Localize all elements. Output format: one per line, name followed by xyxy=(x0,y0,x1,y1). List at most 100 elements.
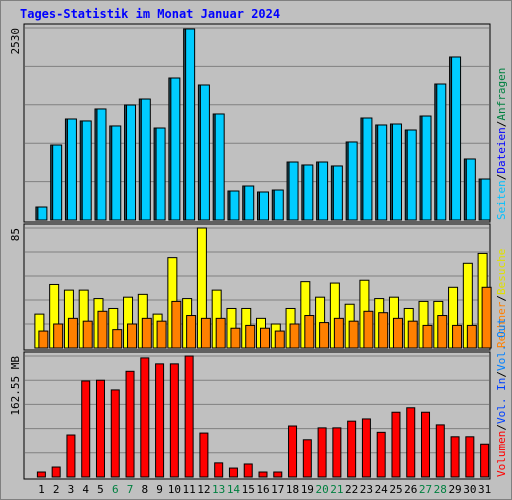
bar xyxy=(302,439,312,478)
bar xyxy=(436,83,447,221)
bar xyxy=(171,300,182,349)
bar xyxy=(215,317,226,349)
legend-separator: / xyxy=(495,424,508,431)
x-tick-label: 12 xyxy=(197,483,210,496)
bar xyxy=(347,141,358,221)
bar xyxy=(391,411,401,478)
bar xyxy=(288,161,299,221)
legend-separator: / xyxy=(495,295,508,302)
bar xyxy=(170,77,181,221)
bar xyxy=(245,324,256,349)
legend-label: Rechner xyxy=(495,301,508,348)
bar xyxy=(318,161,329,221)
bar xyxy=(480,443,490,478)
x-tick-label: 4 xyxy=(82,483,89,496)
x-tick-label: 9 xyxy=(156,483,163,496)
bar xyxy=(127,323,138,349)
bar xyxy=(332,165,343,221)
bar xyxy=(53,323,64,349)
x-tick-label: 19 xyxy=(301,483,314,496)
x-tick-label: 23 xyxy=(360,483,373,496)
bar xyxy=(421,115,432,221)
bar xyxy=(391,123,402,221)
bar xyxy=(378,312,389,349)
bar xyxy=(155,363,165,478)
bar xyxy=(362,117,373,221)
bar xyxy=(51,466,61,478)
bar xyxy=(273,189,284,221)
legend-separator: / xyxy=(495,174,508,181)
bar xyxy=(66,118,77,221)
bar xyxy=(200,317,211,349)
x-tick-label: 29 xyxy=(448,483,461,496)
legend: Seiten/Dateien/Anfragen xyxy=(495,68,508,220)
bar xyxy=(466,324,477,349)
legend: Rechner/Besuche xyxy=(495,249,508,348)
x-tick-label: 27 xyxy=(419,483,432,496)
x-tick-label: 11 xyxy=(183,483,196,496)
x-tick-label: 13 xyxy=(212,483,225,496)
x-tick-label: 24 xyxy=(375,483,389,496)
bar xyxy=(214,113,225,221)
x-tick-label: 26 xyxy=(404,483,417,496)
bar xyxy=(110,389,120,478)
bar xyxy=(52,144,63,221)
bar xyxy=(228,467,238,478)
x-tick-label: 20 xyxy=(315,483,328,496)
y-tick-label: 2530 xyxy=(9,28,22,55)
bar xyxy=(481,286,492,349)
bar xyxy=(407,320,418,349)
x-tick-label: 21 xyxy=(330,483,343,496)
bar xyxy=(125,370,135,478)
bar xyxy=(288,425,298,478)
bar xyxy=(304,315,315,349)
bar xyxy=(317,427,327,478)
bar xyxy=(36,471,46,478)
bar xyxy=(82,320,93,349)
bar xyxy=(260,327,270,349)
x-tick-label: 16 xyxy=(256,483,269,496)
bar xyxy=(169,363,179,478)
bar xyxy=(406,407,416,478)
bar xyxy=(112,329,123,349)
panel xyxy=(23,351,491,480)
bar xyxy=(332,427,342,478)
x-tick-label: 7 xyxy=(127,483,134,496)
legend-separator: / xyxy=(495,121,508,128)
bar xyxy=(140,357,150,478)
bar xyxy=(465,158,476,221)
bar xyxy=(465,436,475,478)
bar xyxy=(480,178,491,221)
bar xyxy=(67,317,78,349)
bar xyxy=(450,436,460,478)
bar xyxy=(451,56,462,221)
bar xyxy=(303,164,314,221)
bar xyxy=(81,380,91,478)
x-tick-label: 14 xyxy=(227,483,241,496)
bar xyxy=(319,322,330,349)
bar xyxy=(199,432,209,478)
bar xyxy=(376,431,386,478)
y-tick-label: 162.55 MB xyxy=(9,356,22,416)
bar xyxy=(37,206,48,221)
bar xyxy=(392,317,403,349)
x-tick-label: 22 xyxy=(345,483,358,496)
x-tick-label: 15 xyxy=(242,483,255,496)
legend-label: Dateien xyxy=(495,127,508,173)
bar xyxy=(243,463,253,478)
x-tick-label: 31 xyxy=(478,483,491,496)
x-tick-label: 5 xyxy=(97,483,104,496)
x-tick-label: 30 xyxy=(463,483,476,496)
bar xyxy=(140,98,151,221)
chart-title: Tages-Statistik im Monat Januar 2024 xyxy=(20,7,280,21)
bar xyxy=(361,418,371,478)
bar xyxy=(347,420,357,478)
bar xyxy=(111,125,122,221)
legend-label: Vol. Out xyxy=(495,318,508,371)
bar xyxy=(333,317,344,349)
bar xyxy=(97,310,108,349)
bar xyxy=(437,315,448,349)
bar xyxy=(186,315,197,349)
legend-label: Vol. In xyxy=(495,378,508,424)
